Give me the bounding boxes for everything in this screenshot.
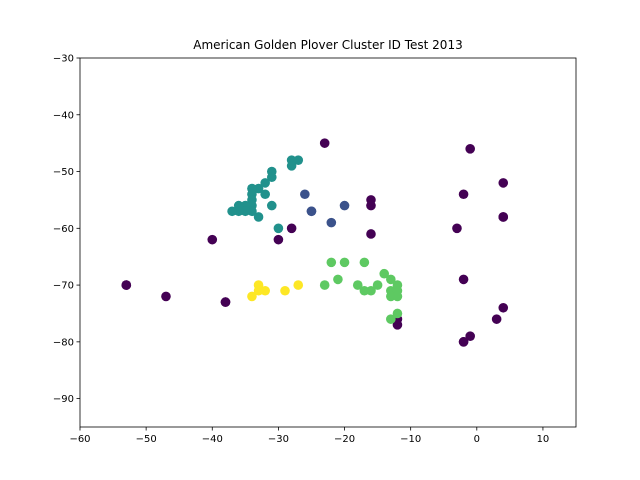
data-point-cluster-1: [498, 302, 509, 313]
data-point-cluster-5: [253, 285, 264, 296]
x-tick-label: −10: [400, 434, 421, 445]
data-point-cluster-1: [319, 138, 330, 148]
data-point-cluster-1: [498, 178, 509, 188]
data-point-cluster-1: [121, 280, 132, 290]
data-point-cluster-3: [286, 161, 297, 171]
data-point-cluster-1: [286, 223, 297, 234]
data-point-cluster-3: [227, 206, 237, 217]
data-point-cluster-4: [319, 280, 330, 290]
data-point-cluster-4: [359, 285, 370, 296]
data-point-cluster-4: [379, 268, 390, 279]
y-tick-label: −70: [53, 281, 74, 292]
chart-title: American Golden Plover Cluster ID Test 2…: [193, 38, 462, 52]
data-point-cluster-4: [392, 308, 403, 319]
data-point-cluster-4: [326, 257, 337, 268]
data-point-cluster-1: [465, 144, 475, 154]
plot-area: [80, 58, 576, 427]
data-point-cluster-3: [273, 223, 284, 234]
y-tick-label: −60: [53, 224, 74, 235]
x-tick-label: −60: [69, 434, 90, 445]
data-point-cluster-3: [260, 189, 270, 200]
data-point-cluster-4: [386, 274, 396, 285]
x-tick-label: −30: [268, 434, 289, 445]
y-tick-label: −40: [53, 110, 74, 121]
data-point-cluster-2: [326, 217, 337, 228]
data-point-cluster-1: [458, 189, 469, 200]
data-point-cluster-4: [392, 291, 403, 302]
data-point-cluster-1: [452, 223, 462, 234]
data-point-cluster-4: [386, 291, 396, 302]
x-tick-label: −50: [136, 434, 157, 445]
data-point-cluster-1: [458, 337, 469, 347]
y-tick-label: −90: [53, 394, 74, 405]
data-point-cluster-3: [260, 178, 270, 188]
data-point-cluster-1: [220, 297, 231, 307]
data-point-cluster-4: [339, 257, 350, 268]
data-point-cluster-1: [207, 234, 218, 245]
data-point-cluster-1: [366, 200, 376, 211]
data-point-cluster-1: [366, 229, 376, 239]
y-tick-label: −30: [53, 54, 74, 65]
data-point-cluster-1: [161, 291, 171, 302]
data-point-cluster-3: [293, 155, 304, 165]
data-point-cluster-1: [458, 274, 469, 285]
data-point-cluster-1: [465, 331, 475, 341]
y-tick-label: −50: [53, 167, 74, 178]
data-point-cluster-1: [498, 212, 509, 222]
data-point-cluster-4: [352, 280, 363, 290]
data-point-cluster-1: [273, 234, 284, 245]
points-layer: [121, 138, 509, 347]
x-tick-label: −20: [334, 434, 355, 445]
data-point-cluster-2: [306, 206, 317, 217]
y-tick-label: −80: [53, 337, 74, 348]
data-point-cluster-3: [266, 200, 277, 211]
x-tick-label: 0: [474, 434, 480, 445]
data-point-cluster-5: [260, 285, 270, 296]
data-point-cluster-3: [233, 206, 244, 217]
ticks-layer: −60 −50 −40 −30 −20 −10 0 10 −30 −40 −50 −60 −70 −80 −…: [53, 54, 549, 445]
data-point-cluster-5: [280, 285, 290, 296]
data-point-cluster-1: [392, 320, 403, 330]
data-point-cluster-4: [386, 314, 396, 324]
data-point-cluster-4: [359, 257, 370, 268]
data-point-cluster-3: [240, 206, 251, 217]
plot-frame: [79, 57, 577, 428]
data-point-cluster-5: [247, 291, 257, 302]
data-point-cluster-2: [300, 189, 310, 200]
x-tick-label: −40: [202, 434, 223, 445]
data-point-cluster-3: [253, 183, 264, 194]
data-point-cluster-4: [333, 274, 343, 285]
data-point-cluster-2: [339, 200, 350, 211]
data-point-cluster-4: [372, 280, 383, 290]
data-point-cluster-1: [491, 314, 502, 324]
data-point-cluster-5: [293, 280, 304, 290]
data-point-cluster-4: [366, 285, 376, 296]
data-point-cluster-3: [266, 172, 277, 183]
data-point-cluster-3: [253, 212, 264, 222]
x-tick-label: 10: [537, 434, 550, 445]
data-point-cluster-3: [247, 206, 257, 217]
